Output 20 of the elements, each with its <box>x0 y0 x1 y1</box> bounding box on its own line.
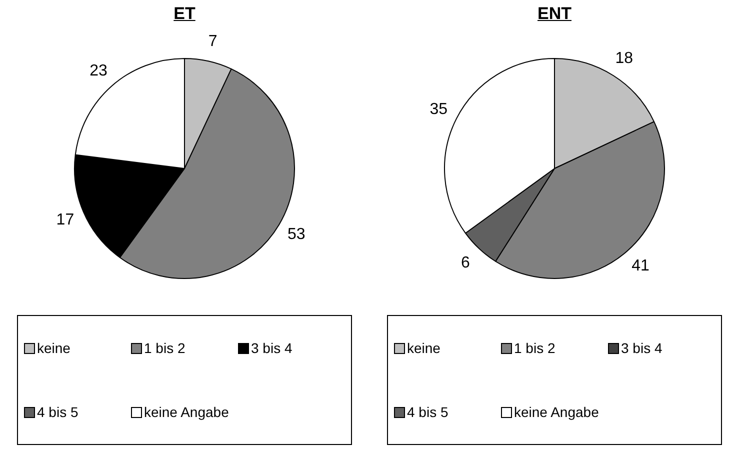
data-label: 7 <box>208 33 218 50</box>
chart-title: ENT <box>538 4 572 25</box>
data-label: 23 <box>90 62 108 80</box>
legend-label: 4 bis 5 <box>37 404 78 420</box>
legend-label: 3 bis 4 <box>251 340 292 356</box>
legend-label: 1 bis 2 <box>144 340 186 356</box>
data-label: 41 <box>632 257 650 274</box>
data-label: 53 <box>288 226 306 244</box>
data-label: 35 <box>430 100 448 118</box>
legend-label: keine Angabe <box>144 404 229 420</box>
data-label: 6 <box>461 254 470 272</box>
legend-label: 3 bis 4 <box>621 340 662 356</box>
legend-label: keine <box>37 340 70 356</box>
data-label: 18 <box>615 50 634 68</box>
legend-label: keine Angabe <box>514 404 599 420</box>
legend-label: keine <box>407 340 440 356</box>
chart-title: ET <box>174 4 196 25</box>
legend-label: 1 bis 2 <box>514 340 556 356</box>
data-label: 17 <box>56 212 74 229</box>
legend-label: 4 bis 5 <box>407 404 448 420</box>
